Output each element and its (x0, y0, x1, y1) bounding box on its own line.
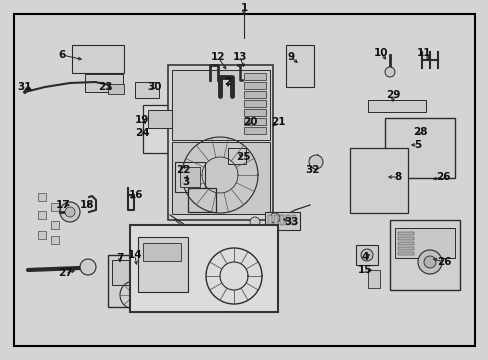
Bar (285, 215, 289, 225)
Text: 30: 30 (147, 82, 162, 92)
Bar (175, 162, 204, 192)
Text: 15: 15 (357, 265, 371, 275)
Bar (187, 188, 216, 212)
Text: 22: 22 (175, 165, 190, 175)
Bar (397, 237, 413, 240)
Text: 23: 23 (98, 82, 112, 92)
Text: 12: 12 (210, 52, 225, 62)
Text: 19: 19 (135, 115, 149, 125)
Bar (130, 225, 278, 312)
Text: 4: 4 (361, 252, 368, 262)
Circle shape (269, 213, 280, 223)
Text: 2: 2 (224, 77, 231, 87)
Bar (355, 245, 377, 265)
Text: 18: 18 (80, 200, 94, 210)
Bar (367, 100, 425, 112)
Bar (397, 247, 413, 250)
Bar (38, 211, 46, 219)
Bar (168, 65, 272, 220)
Text: 16: 16 (128, 190, 143, 200)
Text: 21: 21 (270, 117, 285, 127)
Bar (108, 255, 160, 307)
Bar (227, 148, 245, 164)
Text: 7: 7 (116, 253, 123, 263)
Bar (397, 232, 413, 235)
Bar (384, 118, 454, 178)
Text: 26: 26 (436, 257, 450, 267)
Text: 33: 33 (284, 217, 299, 227)
Circle shape (80, 259, 96, 275)
Bar (280, 215, 284, 225)
Text: 13: 13 (232, 52, 247, 62)
Text: 8: 8 (393, 172, 401, 182)
Bar (142, 243, 181, 261)
Circle shape (417, 250, 441, 274)
Bar (267, 215, 271, 225)
Bar (244, 109, 265, 116)
Text: 28: 28 (412, 127, 427, 137)
Bar (51, 221, 59, 229)
Text: 31: 31 (18, 82, 32, 92)
Circle shape (60, 202, 80, 222)
Bar (172, 70, 269, 140)
Bar (244, 73, 265, 80)
Bar (291, 215, 295, 225)
Bar (172, 142, 269, 214)
Bar (180, 167, 200, 187)
Bar (244, 82, 265, 89)
Text: 20: 20 (242, 117, 257, 127)
Bar (264, 212, 299, 230)
Bar (367, 270, 379, 288)
Bar (394, 228, 454, 258)
Bar (108, 84, 124, 94)
Bar (244, 100, 265, 107)
Bar (112, 260, 156, 285)
Text: 27: 27 (58, 268, 72, 278)
Bar (51, 203, 59, 211)
Text: 9: 9 (287, 52, 294, 62)
Bar (72, 45, 124, 73)
Text: 29: 29 (385, 90, 399, 100)
Text: 26: 26 (435, 172, 449, 182)
Bar (142, 105, 195, 153)
Bar (244, 118, 265, 125)
Circle shape (384, 67, 394, 77)
Circle shape (360, 249, 372, 261)
Bar (389, 220, 459, 290)
Bar (148, 110, 190, 128)
Bar (397, 242, 413, 245)
Bar (244, 127, 265, 134)
Bar (51, 236, 59, 244)
Bar (273, 215, 278, 225)
Bar (38, 231, 46, 239)
Text: 6: 6 (58, 50, 65, 60)
Text: 10: 10 (373, 48, 387, 58)
Bar (397, 252, 413, 255)
Circle shape (423, 256, 435, 268)
Text: 14: 14 (127, 250, 142, 260)
Text: 3: 3 (182, 177, 189, 187)
Text: 24: 24 (134, 128, 149, 138)
Bar (285, 45, 313, 87)
Text: 17: 17 (56, 200, 70, 210)
Text: 5: 5 (413, 140, 421, 150)
Bar (138, 237, 187, 292)
Circle shape (308, 155, 323, 169)
Text: 1: 1 (240, 3, 247, 13)
Bar (85, 74, 123, 92)
Bar (349, 148, 407, 213)
Bar (38, 193, 46, 201)
Text: 25: 25 (235, 152, 250, 162)
Bar (244, 91, 265, 98)
Bar (135, 82, 159, 98)
Text: 11: 11 (416, 48, 430, 58)
Circle shape (249, 217, 260, 227)
Text: 32: 32 (305, 165, 320, 175)
Circle shape (65, 207, 75, 217)
